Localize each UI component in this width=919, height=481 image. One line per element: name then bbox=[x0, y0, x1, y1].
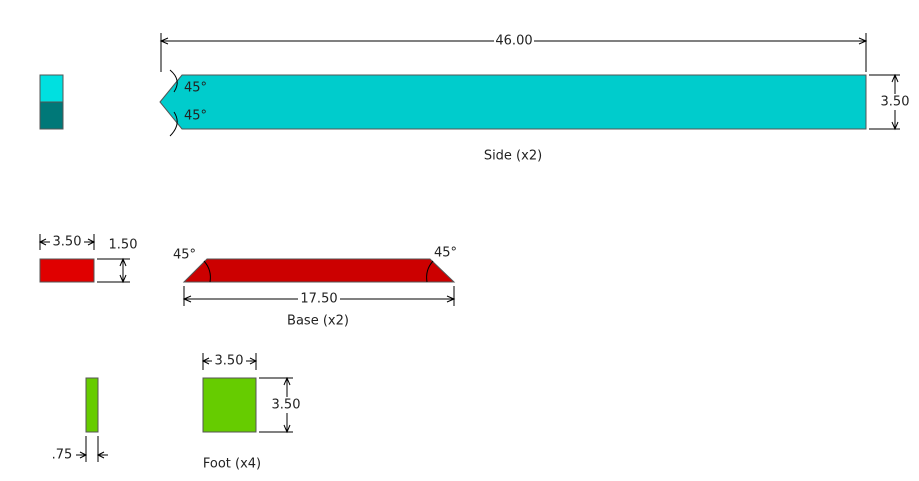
angle-label: 45° bbox=[184, 109, 207, 124]
part-label: Base (x2) bbox=[287, 314, 349, 329]
dimension-label: 3.50 bbox=[272, 398, 301, 413]
foot-piece bbox=[202, 377, 257, 433]
side-piece bbox=[159, 74, 867, 130]
side-section-bottom bbox=[39, 101, 64, 130]
dimension-label: 3.50 bbox=[881, 95, 910, 110]
angle-label: 45° bbox=[184, 81, 207, 96]
dimension-label: 17.50 bbox=[300, 292, 337, 307]
part-label: Side (x2) bbox=[484, 149, 542, 164]
base-section bbox=[39, 258, 95, 283]
dimension-label: 46.00 bbox=[495, 34, 532, 49]
base-piece bbox=[182, 258, 456, 283]
dimension-label: 3.50 bbox=[215, 354, 244, 369]
angle-label: 45° bbox=[173, 248, 196, 263]
dimension-label: .75 bbox=[52, 448, 73, 463]
part-label: Foot (x4) bbox=[203, 457, 261, 472]
base-section-dims bbox=[38, 234, 130, 284]
angle-label: 45° bbox=[434, 246, 457, 261]
dimension-label: 3.50 bbox=[53, 235, 82, 250]
foot-section-dim bbox=[76, 436, 108, 462]
foot-section bbox=[85, 377, 99, 433]
dimension-label: 1.50 bbox=[109, 238, 138, 253]
side-section-top bbox=[39, 74, 64, 103]
